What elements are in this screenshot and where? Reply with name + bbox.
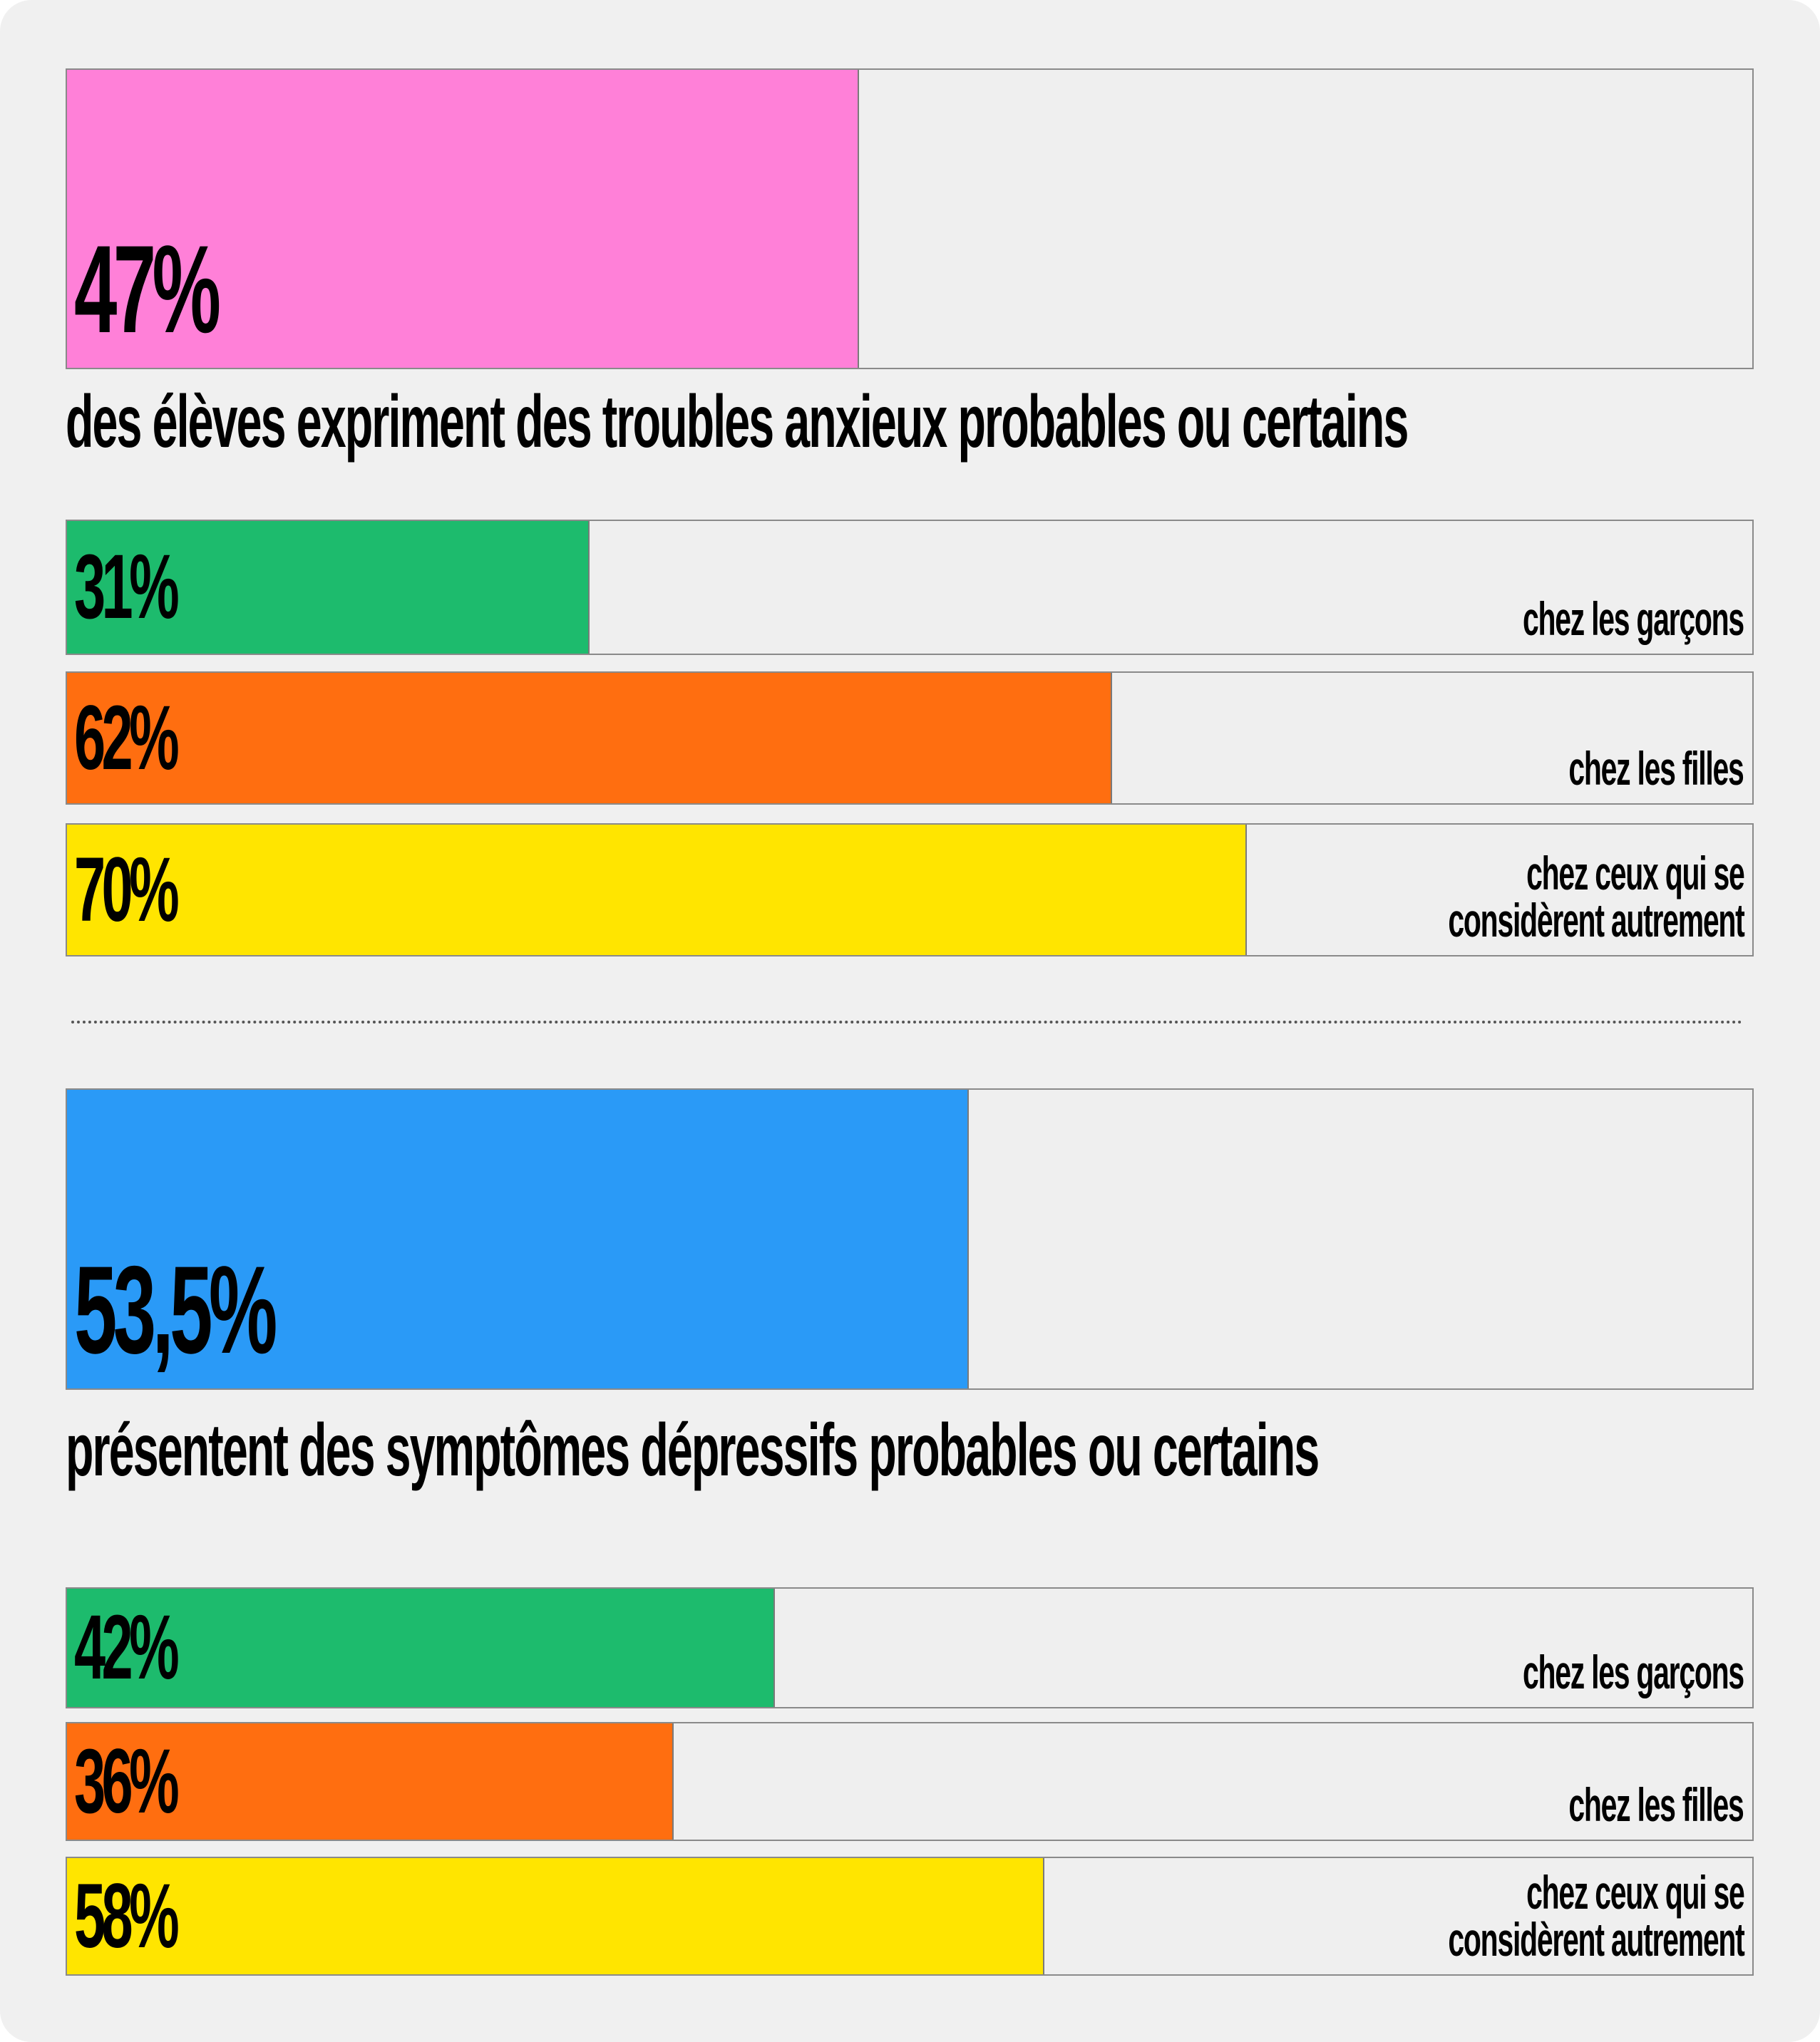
anxiety-boys-bar-track: 31% chez les garçons: [66, 520, 1754, 655]
depression-other-bar: [67, 1858, 1045, 1974]
anxiety-other-value: 70%: [74, 838, 180, 941]
anxiety-other-bar: [67, 825, 1247, 955]
anxiety-girls-value: 62%: [74, 686, 180, 789]
depression-girls-value: 36%: [74, 1730, 180, 1832]
depression-total-value: 53,5%: [74, 1241, 277, 1380]
anxiety-boys-label: chez les garçons: [1523, 592, 1744, 645]
depression-boys-bar: [67, 1589, 775, 1707]
depression-boys-value: 42%: [74, 1597, 180, 1698]
depression-other-value: 58%: [74, 1865, 180, 1967]
depression-girls-label: chez les filles: [1568, 1778, 1744, 1831]
anxiety-girls-bar-track: 62% chez les filles: [66, 671, 1754, 805]
anxiety-girls-label: chez les filles: [1568, 742, 1744, 795]
depression-other-bar-track: 58% chez ceux qui se considèrent autreme…: [66, 1857, 1754, 1976]
anxiety-total-bar: [67, 70, 860, 368]
depression-girls-bar-track: 36% chez les filles: [66, 1722, 1754, 1841]
anxiety-boys-value: 31%: [74, 536, 180, 638]
anxiety-other-label: chez ceux qui se considèrent autrement: [1447, 847, 1744, 947]
depression-boys-bar-track: 42% chez les garçons: [66, 1587, 1754, 1708]
depression-caption: présentent des symptômes dépressifs prob…: [66, 1409, 1320, 1492]
anxiety-total-value: 47%: [74, 220, 221, 359]
anxiety-other-bar-track: 70% chez ceux qui se considèrent autreme…: [66, 823, 1754, 956]
anxiety-girls-bar: [67, 673, 1112, 803]
anxiety-caption: des élèves expriment des troubles anxieu…: [66, 381, 1409, 463]
depression-total-bar-track: 53,5%: [66, 1088, 1754, 1390]
anxiety-boys-bar: [67, 521, 590, 654]
anxiety-total-bar-track: 47%: [66, 68, 1754, 369]
section-divider: [71, 1021, 1743, 1023]
depression-girls-bar: [67, 1723, 674, 1840]
depression-boys-label: chez les garçons: [1523, 1646, 1744, 1698]
depression-total-bar: [67, 1090, 969, 1388]
depression-other-label: chez ceux qui se considèrent autrement: [1447, 1866, 1744, 1966]
